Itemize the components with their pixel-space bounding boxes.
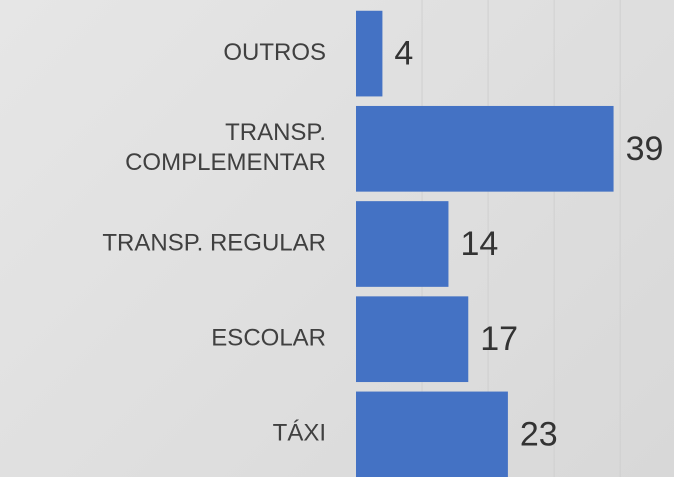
y-tick-label: OUTROS (223, 39, 326, 66)
bar (356, 105, 614, 192)
value-label: 4 (394, 35, 413, 73)
y-tick-label: TRANSP. COMPLEMENTAR (125, 119, 326, 176)
y-tick-label: TÁXI (273, 420, 326, 447)
bar (356, 391, 508, 477)
bar (356, 296, 469, 383)
value-label: 23 (520, 415, 558, 453)
value-label: 14 (460, 225, 498, 263)
value-label: 17 (480, 320, 518, 358)
bar (356, 201, 449, 287)
bar (356, 10, 383, 97)
value-label: 39 (626, 130, 664, 168)
y-tick-label: ESCOLAR (211, 325, 326, 352)
y-tick-label: TRANSP. REGULAR (102, 229, 326, 256)
